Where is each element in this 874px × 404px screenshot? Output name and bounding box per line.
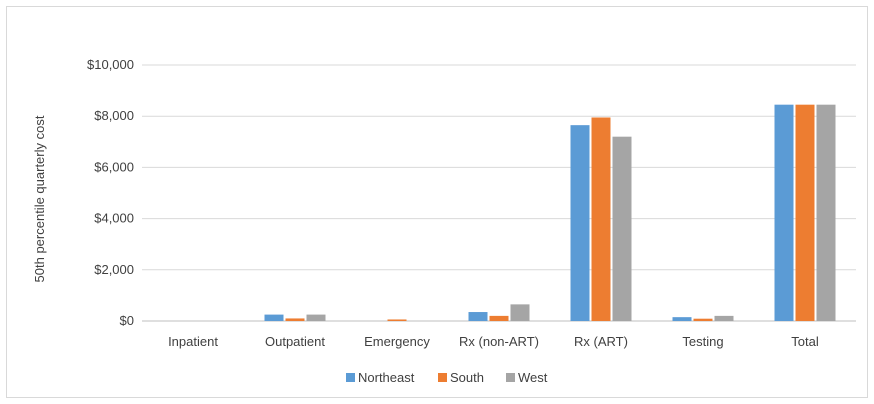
y-axis-ticks: $0 $2,000 $4,000 $6,000 $8,000 $10,000 <box>87 57 134 328</box>
legend-label: Northeast <box>358 370 415 385</box>
bar <box>510 304 530 321</box>
chart-frame <box>6 6 868 398</box>
y-tick-label: $4,000 <box>94 211 134 226</box>
legend-swatch <box>506 373 515 382</box>
x-tick-label: Rx (non-ART) <box>459 334 539 349</box>
x-tick-label: Total <box>791 334 819 349</box>
legend-label: West <box>518 370 548 385</box>
y-tick-label: $6,000 <box>94 159 134 174</box>
x-tick-label: Testing <box>682 334 723 349</box>
bar <box>264 314 284 321</box>
bar <box>285 318 305 321</box>
legend-label: South <box>450 370 484 385</box>
bar <box>570 125 590 321</box>
bar <box>774 104 794 322</box>
y-tick-label: $8,000 <box>94 108 134 123</box>
legend: Northeast South West <box>346 370 548 385</box>
x-tick-label: Outpatient <box>265 334 325 349</box>
bar <box>489 315 509 321</box>
bar <box>387 319 407 321</box>
legend-swatch <box>438 373 447 382</box>
legend-swatch <box>346 373 355 382</box>
bar <box>591 117 611 321</box>
y-tick-label: $10,000 <box>87 57 134 72</box>
y-tick-label: $2,000 <box>94 262 134 277</box>
y-axis-title: 50th percentile quarterly cost <box>32 115 47 282</box>
bar <box>672 317 692 321</box>
x-tick-label: Emergency <box>364 334 430 349</box>
bar <box>714 315 734 321</box>
bar <box>795 104 815 322</box>
bar <box>306 314 326 321</box>
gridlines <box>142 64 856 322</box>
y-tick-label: $0 <box>120 313 134 328</box>
x-tick-label: Inpatient <box>168 334 218 349</box>
bar <box>468 312 488 321</box>
x-axis-ticks: Inpatient Outpatient Emergency Rx (non-ART)… <box>168 334 819 349</box>
bars <box>264 104 836 322</box>
bar <box>693 318 713 321</box>
bar <box>612 136 632 321</box>
bar <box>816 104 836 322</box>
x-tick-label: Rx (ART) <box>574 334 628 349</box>
